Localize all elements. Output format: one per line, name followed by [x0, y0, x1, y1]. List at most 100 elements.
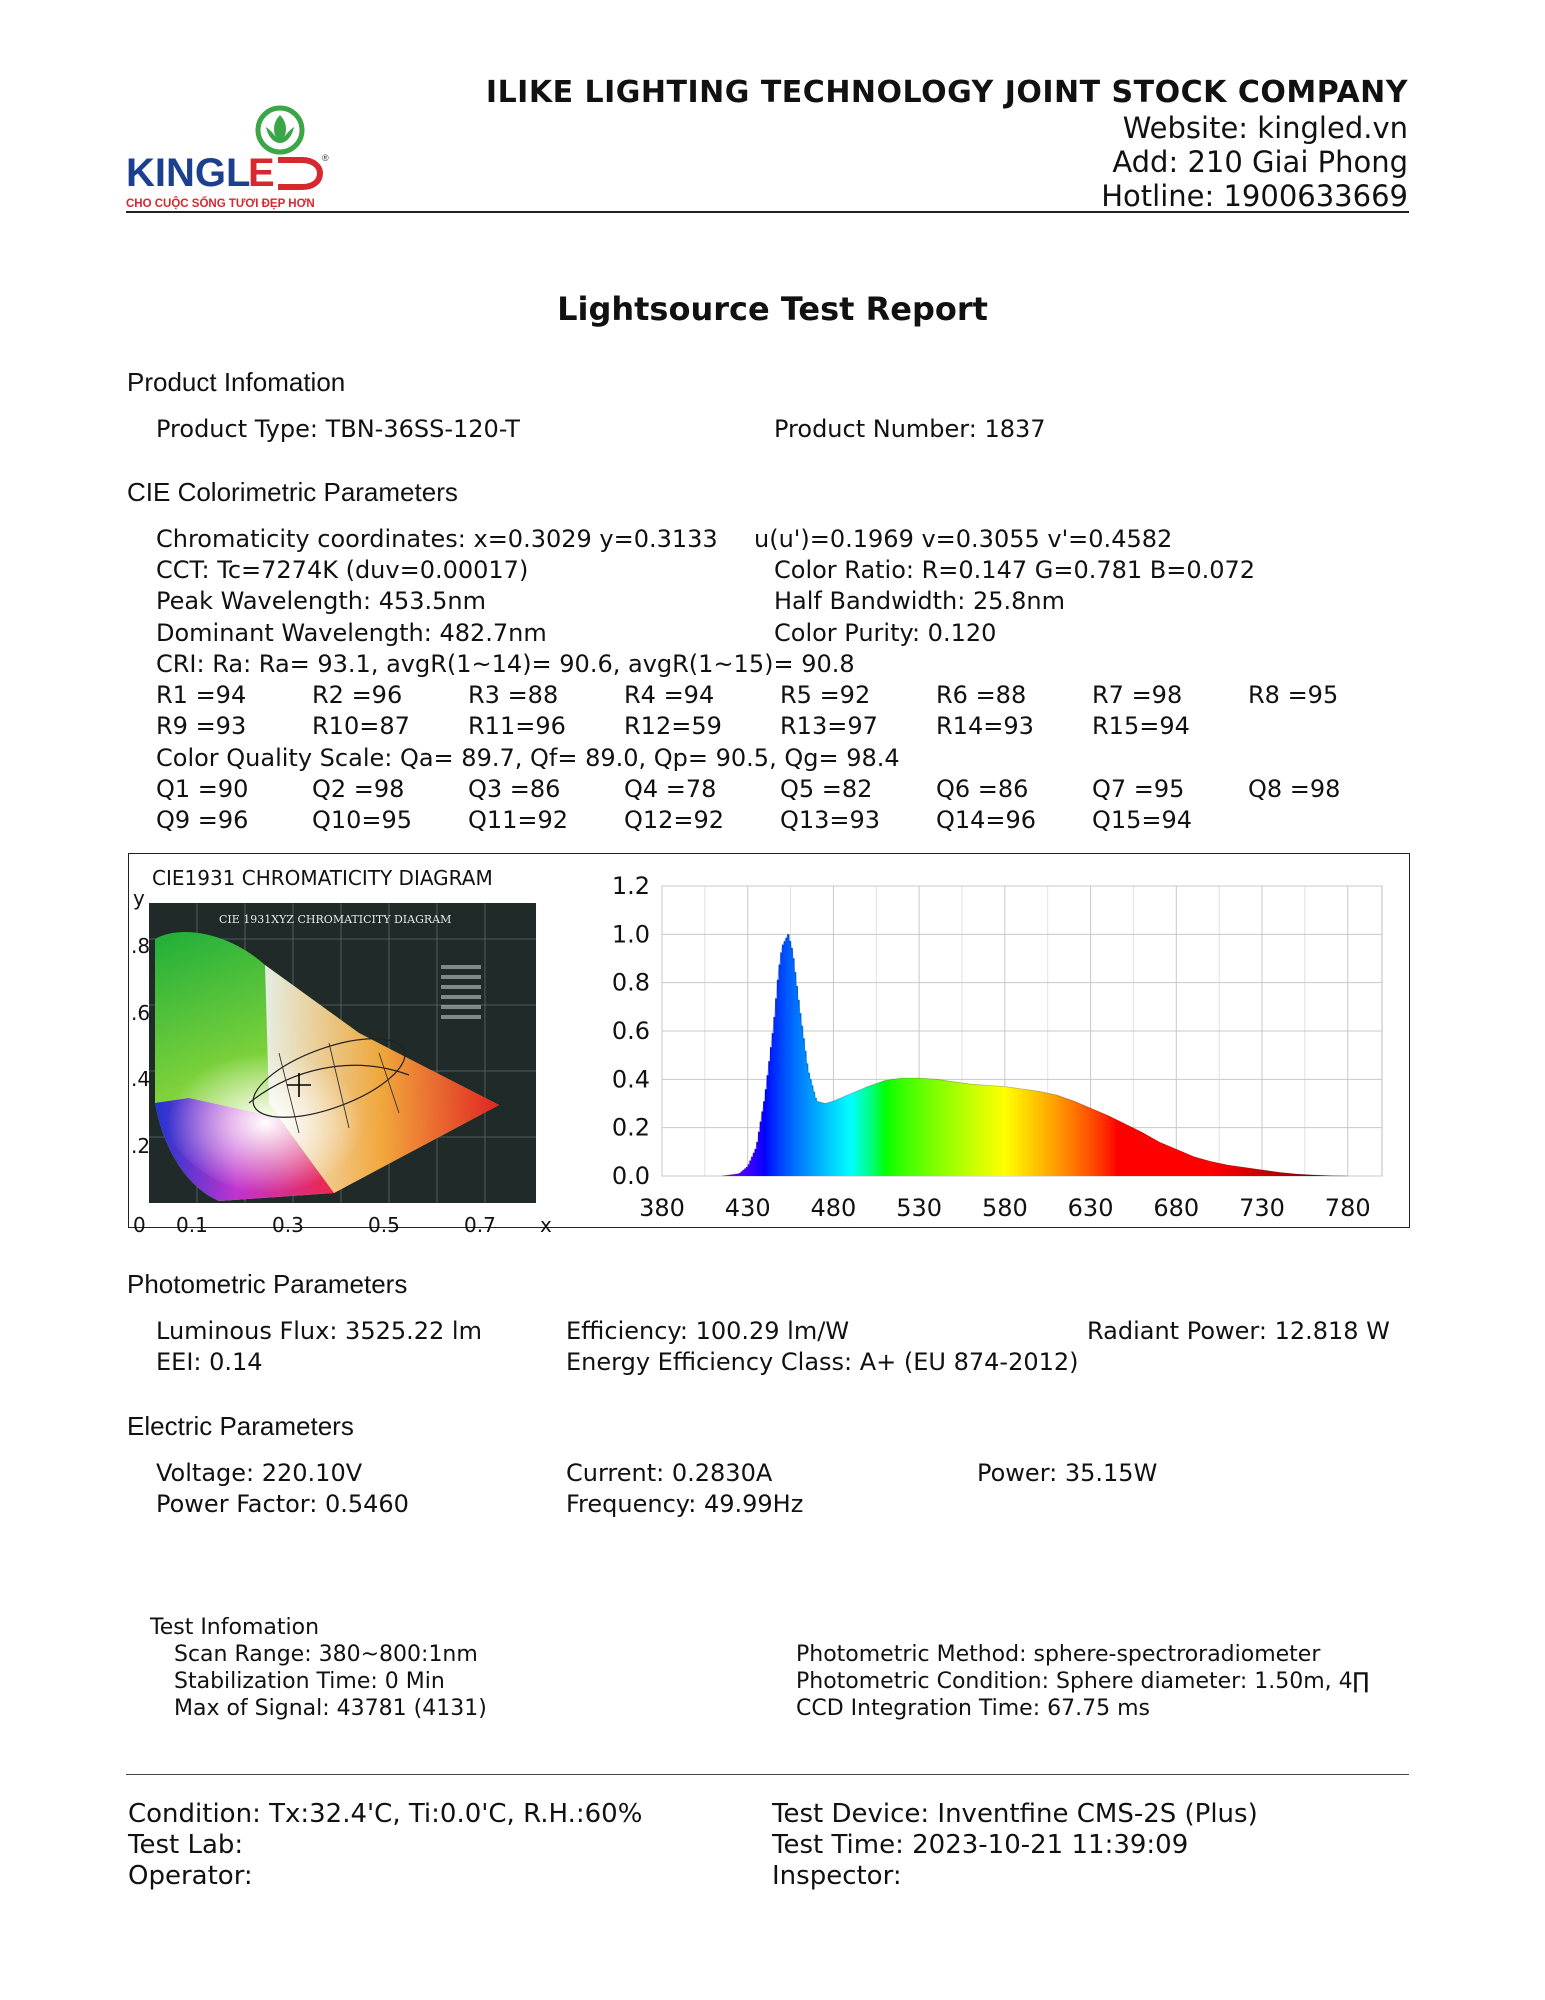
y-tick-label: 1.2 [612, 872, 650, 900]
spectrum-strip [1066, 1098, 1069, 1176]
spectrum-strip [1148, 1136, 1152, 1176]
cie-heading: CIE Colorimetric Parameters [127, 477, 458, 507]
spectrum-strip [1124, 1124, 1128, 1176]
spectrum-strip [1258, 1169, 1261, 1176]
spectrum-strip [886, 1080, 889, 1176]
spectrum-strip [917, 1078, 920, 1176]
spectrum-strip [768, 1061, 771, 1176]
spectrum-strip [800, 1025, 804, 1176]
spectrum-strip [1114, 1119, 1117, 1176]
spectrum-strip [1112, 1118, 1116, 1176]
r-value: R15=94 [1092, 712, 1190, 740]
spectrum-strip [1224, 1164, 1227, 1176]
spectrum-strip [900, 1078, 903, 1176]
company-name: ILIKE LIGHTING TECHNOLOGY JOINT STOCK CO… [485, 75, 1408, 110]
spectrum-strip [747, 1164, 751, 1176]
spectrum-strip [996, 1086, 999, 1176]
spectrum-strip [1001, 1086, 1004, 1176]
spectrum-strip [1040, 1091, 1044, 1176]
spectrum-strip [1255, 1169, 1258, 1176]
spectrum-strip [1191, 1156, 1195, 1176]
spectrum-strip [936, 1079, 939, 1176]
spectrum-strip [1267, 1170, 1270, 1176]
spectrum-strip [998, 1086, 1001, 1176]
spectrum-strip [994, 1085, 997, 1176]
q-value: Q2 =98 [312, 775, 405, 803]
peak-wavelength: Peak Wavelength: 453.5nm [156, 587, 486, 615]
spectrum-strip [1003, 1086, 1006, 1176]
spectrum-strip [835, 1099, 838, 1176]
spectrum-strip [926, 1078, 929, 1176]
spectrum-strip [1097, 1111, 1100, 1176]
spectrum-strip [1119, 1121, 1123, 1176]
spectrum-strip [871, 1085, 874, 1176]
spectrum-strip [931, 1079, 934, 1176]
q-value: Q3 =86 [468, 775, 561, 803]
spectrum-strip [879, 1082, 883, 1176]
spectrum-strip [795, 985, 799, 1176]
photometric-method: Photometric Method: sphere-spectroradiom… [796, 1642, 1321, 1667]
spectrum-strip [1068, 1099, 1071, 1176]
spectrum-strip [1046, 1093, 1049, 1176]
spectrum-strip [824, 1103, 828, 1176]
spectrum-strip [1011, 1087, 1015, 1176]
spectrum-strip [1010, 1087, 1013, 1176]
spectrum-strip [727, 1175, 730, 1176]
spectral-distribution-chart: 0.0 0.2 0.4 0.6 0.8 1.0 1.2 380 430 480 530 580 630 6… [612, 872, 1383, 1222]
spectrum-strip [814, 1097, 817, 1176]
spectrum-strip [1059, 1096, 1063, 1176]
spectrum-strip [866, 1086, 869, 1176]
spectrum-strip [1070, 1100, 1073, 1176]
spectrum-strip [1100, 1113, 1104, 1176]
spectrum-strip [1316, 1175, 1320, 1176]
q-value: Q13=93 [780, 806, 881, 834]
spectrum-strip [1299, 1174, 1303, 1176]
spectrum-strip [941, 1080, 944, 1176]
spectrum-strip [986, 1085, 989, 1176]
spectrum-strip [963, 1083, 967, 1176]
spectrum-strip [1289, 1173, 1292, 1176]
luminous-flux: Luminous Flux: 3525.22 lm [156, 1317, 482, 1345]
spectrum-strip [1082, 1105, 1085, 1176]
spectrum-strip [771, 1033, 775, 1176]
test-condition: Condition: Tx:32.4'C, Ti:0.0'C, R.H.:60% [128, 1799, 643, 1829]
spectrum-strip [1208, 1161, 1212, 1176]
cie-y-tick: .6 [131, 1001, 151, 1025]
spectrum-strip [761, 1111, 764, 1176]
spectrum-strip [734, 1174, 737, 1176]
spectrum-strip [739, 1172, 742, 1176]
chromaticity-coords: Chromaticity coordinates: x=0.3029 y=0.3… [156, 525, 718, 553]
spectrum-strip [802, 1038, 805, 1176]
spectrum-strip [1142, 1132, 1145, 1176]
spectrum-strip [1178, 1150, 1181, 1176]
spectrum-strip [929, 1078, 932, 1176]
product-heading: Product Infomation [127, 367, 346, 397]
spectrum-strip [778, 964, 781, 1176]
spectrum-strip [746, 1167, 749, 1176]
spectrum-strip [927, 1078, 931, 1176]
spectrum-strip [1042, 1092, 1045, 1176]
spectrum-strip [1222, 1164, 1225, 1176]
x-tick-label: 530 [896, 1194, 942, 1222]
spectrum-strip [1169, 1146, 1172, 1176]
spectrum-strip [1106, 1115, 1109, 1176]
spectrum-strip [1032, 1090, 1035, 1176]
spectrum-strip [975, 1084, 979, 1176]
spectrum-strip [1155, 1140, 1159, 1176]
spectrum-strip [1109, 1116, 1112, 1176]
spectrum-strip [934, 1079, 937, 1176]
spectrum-strip [1203, 1159, 1207, 1176]
spectrum-strip [1160, 1143, 1164, 1176]
scan-range: Scan Range: 380~800:1nm [174, 1642, 478, 1667]
spectrum-strip [1013, 1087, 1016, 1176]
spectrum-strip [960, 1082, 963, 1176]
spectrum-strip [1220, 1163, 1224, 1176]
spectrum-strip [896, 1078, 900, 1176]
spectrum-strip [1205, 1160, 1208, 1176]
spectrum-strip [1322, 1175, 1325, 1176]
y-tick-label: 0.8 [612, 969, 650, 997]
spectrum-strip [1291, 1173, 1294, 1176]
r-value: R10=87 [312, 712, 410, 740]
spectrum-strip [884, 1080, 888, 1176]
spectrum-strip [1275, 1172, 1279, 1176]
